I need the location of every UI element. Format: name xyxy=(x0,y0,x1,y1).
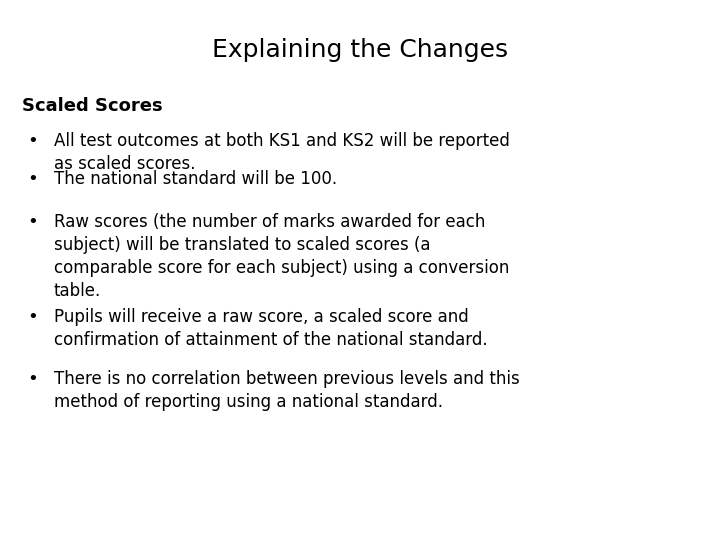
Text: All test outcomes at both KS1 and KS2 will be reported
as scaled scores.: All test outcomes at both KS1 and KS2 wi… xyxy=(54,132,510,173)
Text: •: • xyxy=(27,308,37,326)
Text: Explaining the Changes: Explaining the Changes xyxy=(212,38,508,62)
Text: •: • xyxy=(27,132,37,150)
Text: •: • xyxy=(27,170,37,188)
Text: Scaled Scores: Scaled Scores xyxy=(22,97,162,115)
Text: Raw scores (the number of marks awarded for each
subject) will be translated to : Raw scores (the number of marks awarded … xyxy=(54,213,509,300)
Text: The national standard will be 100.: The national standard will be 100. xyxy=(54,170,337,188)
Text: Pupils will receive a raw score, a scaled score and
confirmation of attainment o: Pupils will receive a raw score, a scale… xyxy=(54,308,487,349)
Text: •: • xyxy=(27,370,37,388)
Text: There is no correlation between previous levels and this
method of reporting usi: There is no correlation between previous… xyxy=(54,370,520,411)
Text: •: • xyxy=(27,213,37,231)
